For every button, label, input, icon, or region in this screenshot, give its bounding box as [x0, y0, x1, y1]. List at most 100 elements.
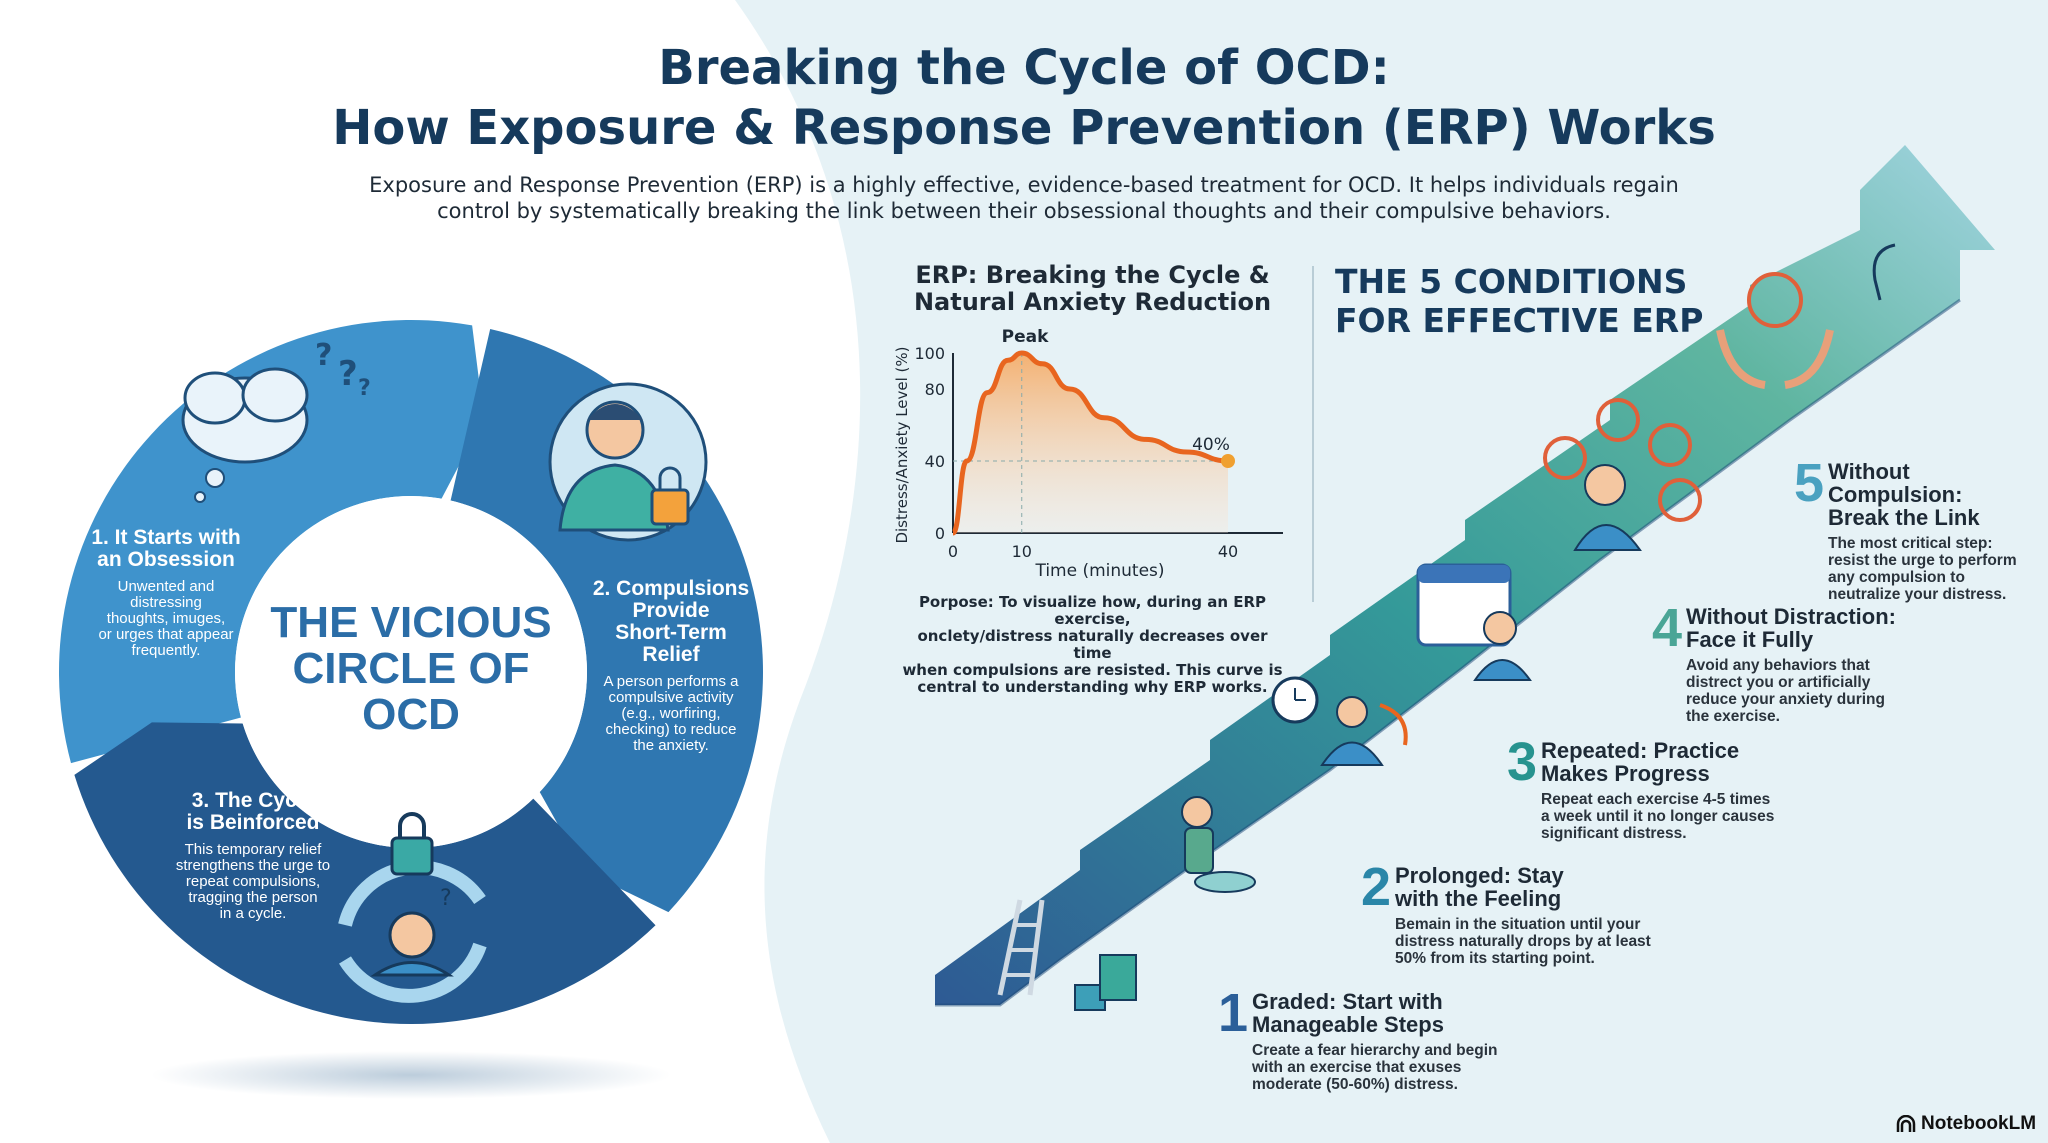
condition-desc: significant distress.: [1541, 825, 1687, 842]
stage-desc: repeat compulsions,: [185, 873, 321, 890]
condition-desc: resist the urge to perform: [1828, 552, 2017, 569]
condition-title: Without: [1828, 459, 1910, 484]
condition-title: Without Distraction:: [1686, 604, 1896, 629]
notebooklm-logo-icon: [1896, 1115, 1916, 1132]
condition-desc: a week until it no longer causes: [1541, 808, 1775, 825]
stage-desc: in a cycle.: [219, 905, 287, 922]
condition-desc: the exercise.: [1686, 708, 1780, 725]
condition-number: 4: [1652, 598, 1683, 658]
condition-4: 4 Without Distraction: Face it Fully Avoi…: [1652, 601, 1896, 725]
condition-desc: Avoid any behaviors that: [1686, 657, 1870, 674]
condition-desc: Bemain in the situation until your: [1395, 916, 1641, 933]
annotation-peak: Peak: [1002, 327, 1049, 347]
y-tick-label: 100: [914, 344, 945, 363]
condition-title: Prolonged: Stay: [1395, 863, 1564, 888]
stage-2: 2. Compulsions Provide Short-Term Relief A …: [581, 578, 761, 754]
y-axis-label: Distress/Anxiety Level (%): [893, 346, 911, 543]
stage-desc: strengthens the urge to: [175, 857, 331, 874]
vicious-circle-diagram: ? ? ? ?: [58, 320, 763, 1024]
stage-desc: thoughts, imuges,: [106, 610, 226, 627]
y-tick-label: 80: [925, 380, 945, 399]
stage-title: 3. The Cycle: [191, 789, 315, 812]
x-tick-label: 10: [1012, 542, 1032, 561]
condition-desc: 50% from its starting point.: [1395, 950, 1595, 967]
condition-title: Compulsion:: [1828, 482, 1963, 507]
svg-text:?: ?: [315, 338, 332, 373]
svg-text:?: ?: [358, 376, 371, 401]
stage-title: Provide: [632, 599, 710, 622]
person-sitting-icon: [1181, 796, 1256, 893]
stage-desc: Unwented and: [117, 578, 215, 595]
stage-desc: distressing: [130, 594, 202, 611]
condition-3: 3 Repeated: Practice Makes Progress Repea…: [1507, 735, 1775, 842]
conditions-heading: THE 5 CONDITIONS FOR EFFECTIVE ERP: [1335, 262, 1703, 340]
annotation-end: 40%: [1192, 435, 1230, 455]
condition-5: 5 Without Compulsion: Break the Link The m…: [1794, 456, 2017, 603]
condition-desc: reduce your anxiety during: [1686, 691, 1885, 708]
subtitle-line2: control by systematically breaking the l…: [437, 199, 1611, 223]
condition-desc: any compulsion to: [1828, 569, 1965, 586]
circle-center-title: THE VICIOUS CIRCLE OF OCD: [251, 600, 571, 738]
clock-person-icon: [1271, 676, 1408, 766]
svg-text:?: ?: [338, 354, 358, 394]
stage-desc: compulsive activity: [608, 689, 734, 706]
stage-title: 1. It Starts with: [91, 526, 241, 549]
condition-desc: moderate (50-60%) distress.: [1252, 1076, 1458, 1093]
center-title-line: THE VICIOUS: [270, 598, 552, 647]
stage-1: 1. It Starts with an Obsession Unwented a…: [76, 527, 256, 659]
stage-desc: or urges that appear: [98, 626, 234, 643]
condition-desc: distrect you or artificially: [1686, 674, 1871, 691]
stage-desc: tragging the person: [188, 889, 318, 906]
center-title-line: OCD: [362, 690, 460, 739]
condition-desc: neutralize your distress.: [1828, 586, 2007, 603]
chart-title-line: Natural Anxiety Reduction: [913, 288, 1272, 316]
conditions-heading-line: THE 5 CONDITIONS: [1335, 262, 1688, 301]
end-point: [1221, 454, 1235, 468]
x-tick-label: 0: [948, 542, 958, 561]
ring-segment-reinforced: [74, 722, 656, 1024]
page-title-line1: Breaking the Cycle of OCD:: [658, 40, 1390, 96]
x-tick-label: 40: [1218, 542, 1238, 561]
brand-label: NotebookLM: [1921, 1113, 2037, 1134]
x-axis-label: Time (minutes): [1034, 561, 1164, 581]
stage-title: Short-Term: [615, 621, 727, 644]
condition-number: 1: [1218, 983, 1249, 1043]
y-tick-label: 0: [935, 524, 945, 543]
condition-title: Repeated: Practice: [1541, 738, 1740, 763]
ladder-icon: [997, 899, 1137, 1011]
chart-title-line: ERP: Breaking the Cycle &: [915, 261, 1270, 289]
stage-desc: (e.g., worfiring,: [621, 705, 721, 722]
anxiety-curve-chart: 0 10 40 0 40 80 100 Peak 40% Distress/Anxiety …: [893, 327, 1283, 581]
calendar-icon: [1416, 563, 1532, 681]
condition-desc: Create a fear hierarchy and begin: [1252, 1042, 1498, 1059]
chart-title: ERP: Breaking the Cycle & Natural Anxiet…: [900, 262, 1285, 316]
stage-desc: A person performs a: [603, 673, 739, 690]
stage-desc: checking) to reduce: [605, 721, 737, 738]
stage-title: Relief: [642, 643, 700, 666]
stage-desc: This temporary relief: [184, 841, 322, 858]
person-no-distraction-icon: [1543, 398, 1702, 551]
purpose-line: when compulsions are resisted. This curv…: [902, 661, 1283, 679]
y-tick-label: 40: [925, 452, 945, 471]
stage-title: 2. Compulsions: [592, 577, 750, 600]
chart-purpose: Porpose: To visualize how, during an ERP…: [900, 594, 1285, 696]
condition-number: 5: [1794, 453, 1825, 513]
condition-title: with the Feeling: [1395, 886, 1562, 911]
stage-3: 3. The Cycle is Beinforced This temporary…: [148, 790, 358, 922]
ring-center: [235, 496, 587, 848]
condition-title: Face it Fully: [1686, 627, 1814, 652]
svg-text:?: ?: [440, 886, 452, 911]
hands-no-compulsion-icon: [1716, 243, 1896, 389]
condition-desc: Repeat each exercise 4-5 times: [1541, 791, 1771, 808]
purpose-line: Porpose: To visualize how, during an ERP…: [918, 593, 1267, 628]
ring-segment-obsession: [58, 320, 484, 764]
condition-title: Break the Link: [1828, 505, 1980, 530]
condition-2: 2 Prolonged: Stay with the Feeling Bemain…: [1361, 860, 1651, 967]
stage-title: an Obsession: [97, 548, 235, 571]
purpose-line: onclety/distress naturally decreases ove…: [917, 627, 1268, 662]
stage-desc: the anxiety.: [633, 737, 709, 754]
condition-title: Makes Progress: [1541, 761, 1710, 786]
stage-desc: frequently.: [131, 642, 201, 659]
